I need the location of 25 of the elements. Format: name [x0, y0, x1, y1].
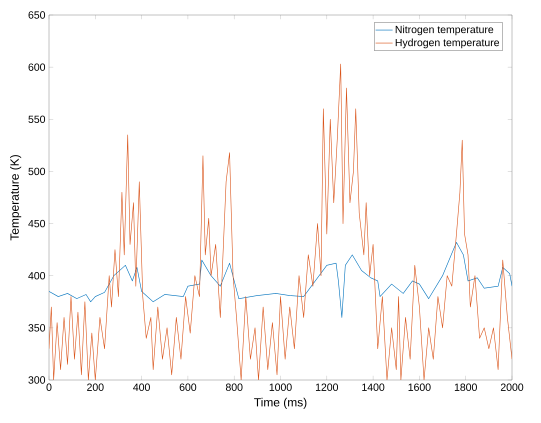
x-axis-title: Time (ms) — [254, 398, 306, 409]
legend-label: Hydrogen temperature — [396, 38, 500, 48]
y-tick-label: 400 — [28, 272, 46, 280]
x-tick-label: 1800 — [454, 384, 477, 391]
x-tick-label: 1000 — [270, 384, 292, 391]
x-tick-label: 600 — [180, 384, 196, 391]
x-tick-label: 1400 — [362, 384, 384, 391]
x-tick-label: 400 — [133, 384, 150, 391]
y-tick-label: 600 — [28, 63, 46, 71]
x-tick-label: 0 — [46, 384, 52, 391]
y-tick-label: 550 — [28, 116, 46, 123]
x-tick-label: 800 — [226, 384, 243, 391]
y-axis-title: Temperature (K) — [10, 155, 22, 240]
x-tick-label: 1200 — [316, 384, 338, 391]
x-tick-label: 200 — [87, 384, 104, 391]
y-tick-label: 450 — [28, 220, 46, 228]
y-tick-label: 650 — [28, 11, 46, 19]
y-tick-label: 500 — [28, 168, 46, 176]
y-tick-label: 350 — [28, 324, 46, 332]
y-tick-label: 300 — [28, 376, 46, 384]
line-series — [49, 64, 512, 380]
x-tick-label: 1600 — [408, 384, 431, 391]
line-series — [49, 242, 512, 318]
legend-label: Nitrogen temperature — [396, 25, 494, 36]
x-tick-label: 2000 — [500, 384, 524, 391]
